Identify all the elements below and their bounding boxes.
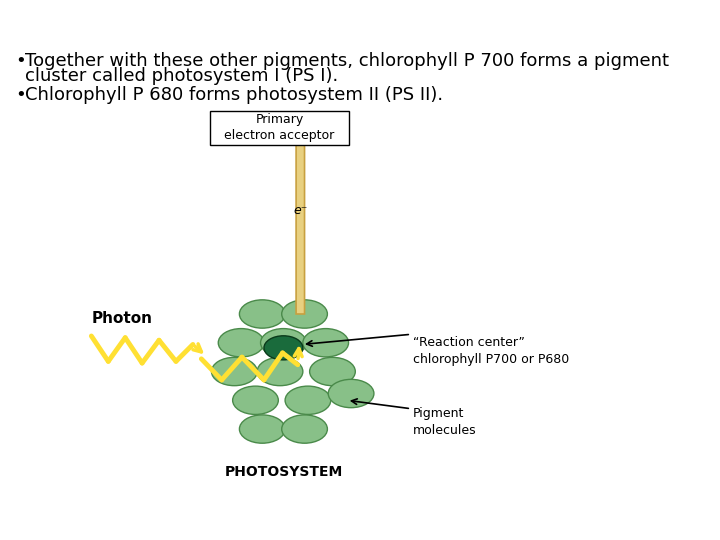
Ellipse shape <box>218 329 264 357</box>
Text: e⁻: e⁻ <box>293 204 307 217</box>
Text: •: • <box>15 85 26 104</box>
Ellipse shape <box>240 415 285 443</box>
Ellipse shape <box>240 300 285 328</box>
Text: Together with these other pigments, chlorophyll P 700 forms a pigment: Together with these other pigments, chlo… <box>25 52 670 70</box>
Text: “Reaction center”
chlorophyll P700 or P680: “Reaction center” chlorophyll P700 or P6… <box>413 336 569 366</box>
Text: cluster called photosystem I (PS I).: cluster called photosystem I (PS I). <box>25 67 338 85</box>
Ellipse shape <box>285 386 330 414</box>
Text: Photon: Photon <box>91 310 153 326</box>
Text: PHOTOSYSTEM: PHOTOSYSTEM <box>224 464 343 478</box>
Text: Pigment
molecules: Pigment molecules <box>413 407 477 437</box>
Ellipse shape <box>257 357 303 386</box>
Text: •: • <box>15 52 26 70</box>
Ellipse shape <box>303 329 348 357</box>
Text: Chlorophyll P 680 forms photosystem II (PS II).: Chlorophyll P 680 forms photosystem II (… <box>25 85 444 104</box>
Ellipse shape <box>261 329 306 357</box>
Ellipse shape <box>264 336 303 360</box>
FancyBboxPatch shape <box>210 111 349 145</box>
Ellipse shape <box>328 380 374 408</box>
Ellipse shape <box>233 386 279 414</box>
Text: Primary
electron acceptor: Primary electron acceptor <box>225 113 335 143</box>
Ellipse shape <box>310 357 355 386</box>
Ellipse shape <box>282 415 328 443</box>
Polygon shape <box>289 121 311 314</box>
Ellipse shape <box>282 300 328 328</box>
Ellipse shape <box>212 357 257 386</box>
